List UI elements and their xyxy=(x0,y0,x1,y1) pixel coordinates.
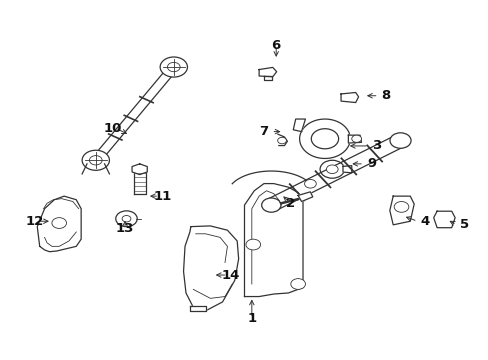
Text: 5: 5 xyxy=(459,218,468,231)
Text: 9: 9 xyxy=(366,157,375,170)
Circle shape xyxy=(122,216,131,222)
Circle shape xyxy=(351,135,361,142)
Polygon shape xyxy=(340,93,358,103)
Text: 14: 14 xyxy=(221,269,239,282)
Circle shape xyxy=(89,156,102,165)
Circle shape xyxy=(245,239,260,250)
Circle shape xyxy=(290,279,305,289)
Text: 8: 8 xyxy=(381,89,390,102)
Text: 10: 10 xyxy=(103,122,121,135)
Circle shape xyxy=(326,165,337,174)
Circle shape xyxy=(261,198,281,212)
Circle shape xyxy=(304,179,316,188)
Polygon shape xyxy=(244,184,303,297)
Circle shape xyxy=(311,129,338,149)
Polygon shape xyxy=(342,166,351,173)
Text: 11: 11 xyxy=(153,190,171,203)
Polygon shape xyxy=(91,65,178,162)
Polygon shape xyxy=(299,119,349,158)
Circle shape xyxy=(393,202,408,212)
Text: 6: 6 xyxy=(271,39,280,52)
Polygon shape xyxy=(183,226,238,311)
Text: 2: 2 xyxy=(285,197,295,210)
Circle shape xyxy=(277,137,286,144)
Text: 13: 13 xyxy=(116,222,134,235)
Polygon shape xyxy=(433,211,454,228)
Polygon shape xyxy=(259,67,276,77)
Polygon shape xyxy=(264,76,271,80)
Circle shape xyxy=(82,150,109,170)
Polygon shape xyxy=(37,196,81,252)
Polygon shape xyxy=(298,192,312,202)
Circle shape xyxy=(116,211,137,226)
Text: 1: 1 xyxy=(247,311,256,324)
Circle shape xyxy=(52,218,66,228)
Circle shape xyxy=(160,57,187,77)
Text: 12: 12 xyxy=(25,215,43,228)
Text: 3: 3 xyxy=(371,139,380,152)
Text: 4: 4 xyxy=(420,215,429,228)
Polygon shape xyxy=(389,196,413,225)
Polygon shape xyxy=(132,164,147,175)
Circle shape xyxy=(320,160,344,178)
Text: 7: 7 xyxy=(259,125,268,138)
Polygon shape xyxy=(347,135,361,143)
Circle shape xyxy=(389,133,410,148)
Polygon shape xyxy=(189,306,206,311)
Polygon shape xyxy=(266,135,405,211)
Polygon shape xyxy=(293,119,305,132)
Circle shape xyxy=(167,62,180,72)
Polygon shape xyxy=(134,169,145,194)
